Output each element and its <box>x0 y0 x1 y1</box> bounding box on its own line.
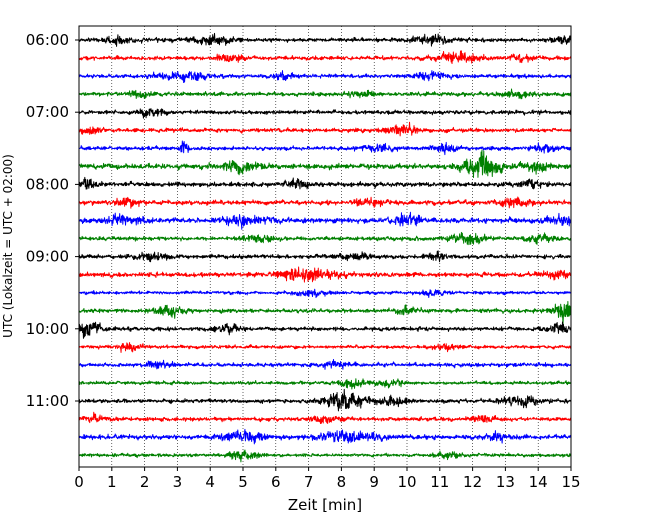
seismogram-trace <box>78 231 572 246</box>
x-axis-label: Zeit [min] <box>288 496 362 514</box>
y-axis-label: UTC (Lokalzeit = UTC + 02:00) <box>1 154 15 338</box>
seismogram-trace <box>78 378 572 390</box>
x-tick-label: 15 <box>561 473 580 491</box>
x-tick-label: 0 <box>74 473 84 491</box>
y-tick-label: 08:00 <box>26 175 69 193</box>
seismogram-trace <box>78 88 572 100</box>
seismogram-trace <box>78 411 572 425</box>
seismogram-trace <box>78 342 572 353</box>
x-tick-label: 3 <box>173 473 183 491</box>
seismogram-trace <box>78 121 572 137</box>
x-tick-label: 9 <box>369 473 379 491</box>
x-tick-label: 7 <box>304 473 314 491</box>
trace-group <box>78 32 572 463</box>
seismogram-trace <box>78 108 572 119</box>
x-axis: 0 1 2 3 4 5 6 7 8 9 10 11 12 13 14 15 <box>74 467 581 491</box>
x-tick-label: 5 <box>238 473 248 491</box>
seismogram-trace <box>78 50 572 65</box>
seismogram-trace <box>78 32 572 47</box>
x-tick-label: 11 <box>430 473 449 491</box>
seismogram-trace <box>78 266 572 283</box>
x-tick-label: 2 <box>140 473 150 491</box>
x-tick-label: 13 <box>496 473 515 491</box>
y-tick-label: 06:00 <box>26 31 69 49</box>
x-tick-label: 8 <box>337 473 347 491</box>
seismogram-trace <box>78 428 572 445</box>
plot-background <box>79 26 571 467</box>
y-tick-label: 07:00 <box>26 103 69 121</box>
y-tick-label: 09:00 <box>26 248 69 266</box>
x-tick-label: 12 <box>463 473 482 491</box>
seismogram-trace <box>78 211 572 230</box>
seismogram-trace <box>78 358 572 370</box>
plot-frame <box>78 25 572 468</box>
seismogram-trace <box>78 321 572 339</box>
seismogram-trace <box>78 300 572 326</box>
y-tick-label: 11:00 <box>26 392 69 410</box>
seismogram-trace <box>78 449 572 463</box>
x-tick-label: 6 <box>271 473 281 491</box>
seismogram-trace <box>78 196 572 209</box>
seismogram-trace <box>78 250 572 263</box>
seismogram-trace <box>78 149 572 178</box>
x-tick-label: 4 <box>205 473 215 491</box>
seismogram-trace <box>78 288 572 299</box>
y-axis: 06:00 07:00 08:00 09:00 10:00 11:00 <box>26 31 79 410</box>
x-tick-label: 14 <box>529 473 548 491</box>
seismogram-trace <box>78 140 572 156</box>
x-tick-label: 10 <box>397 473 416 491</box>
x-tick-label: 1 <box>107 473 117 491</box>
seismogram-trace <box>78 70 572 84</box>
seismogram-trace <box>78 176 572 190</box>
y-tick-label: 10:00 <box>26 320 69 338</box>
seismogram-trace <box>78 388 572 412</box>
